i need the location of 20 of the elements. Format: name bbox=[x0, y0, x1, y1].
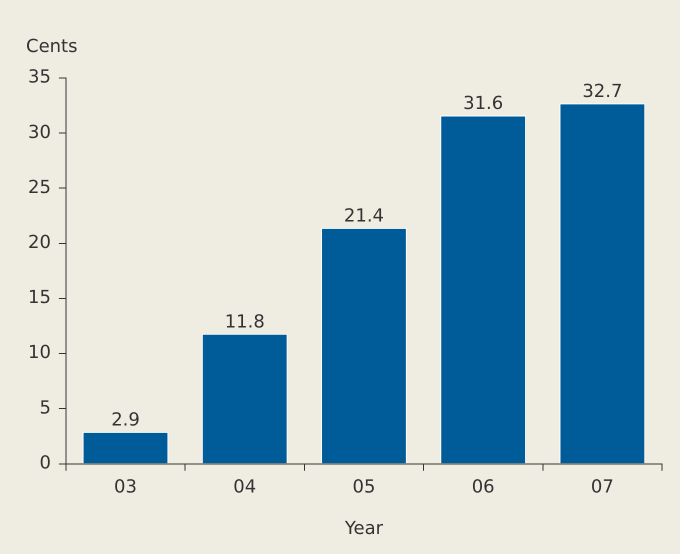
y-tick-label: 0 bbox=[39, 452, 51, 474]
x-axis-title: Year bbox=[344, 518, 384, 539]
data-label: 21.4 bbox=[344, 206, 384, 227]
x-tick-label: 07 bbox=[590, 476, 614, 498]
data-label: 11.8 bbox=[224, 311, 265, 332]
y-tick-label: 10 bbox=[28, 342, 51, 364]
x-tick-label: 03 bbox=[114, 476, 137, 498]
data-label: 31.6 bbox=[463, 93, 504, 114]
x-tick-label: 05 bbox=[352, 476, 376, 498]
data-label: 32.7 bbox=[582, 81, 622, 102]
y-tick-label: 20 bbox=[28, 232, 51, 254]
y-tick-label: 35 bbox=[28, 66, 51, 88]
y-tick-label: 25 bbox=[28, 176, 51, 198]
data-label: 2.9 bbox=[111, 410, 140, 431]
y-tick-label: 5 bbox=[39, 397, 51, 418]
y-tick-label: 15 bbox=[28, 287, 51, 308]
x-tick-label: 06 bbox=[472, 476, 495, 498]
y-axis-title: Cents bbox=[26, 36, 78, 57]
y-tick-label: 30 bbox=[28, 122, 51, 143]
x-tick-label: 04 bbox=[233, 476, 256, 498]
